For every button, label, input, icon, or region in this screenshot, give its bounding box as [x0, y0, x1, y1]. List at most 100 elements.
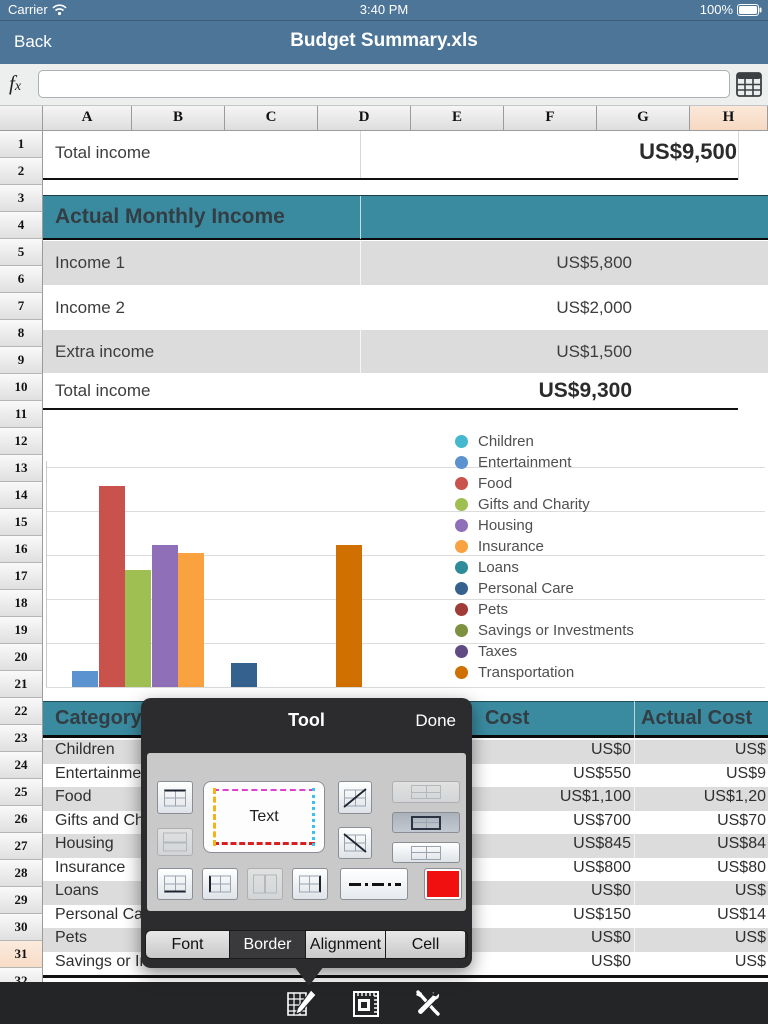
row-header[interactable]: 17 — [0, 563, 43, 590]
row-header[interactable]: 31 — [0, 941, 43, 968]
legend-item: Pets — [455, 599, 634, 620]
row-header[interactable]: 26 — [0, 806, 43, 833]
inner-borders-button[interactable] — [392, 781, 460, 803]
resize-grid-icon[interactable] — [352, 990, 380, 1018]
chart-bar-Entertainment — [72, 671, 99, 687]
row-header[interactable]: 21 — [0, 671, 43, 698]
preview-bottom-border — [213, 842, 315, 845]
column-header[interactable]: B — [132, 105, 225, 131]
border-top-button[interactable] — [157, 781, 193, 814]
row-header[interactable]: 5 — [0, 239, 43, 266]
cell-value: US$9,300 — [538, 378, 632, 402]
formula-input[interactable] — [38, 70, 730, 98]
legend-dot — [455, 498, 468, 511]
fx-icon: fx — [9, 71, 22, 95]
tab-font[interactable]: Font — [146, 931, 230, 958]
row-header[interactable]: 9 — [0, 347, 43, 374]
border-right-button[interactable] — [292, 868, 328, 900]
legend-label: Housing — [478, 517, 534, 534]
actual-cost-value: US$70 — [717, 811, 766, 829]
row-header[interactable]: 10 — [0, 374, 43, 401]
chart-bar-Housing — [151, 545, 178, 687]
border-inner-vertical-button[interactable] — [247, 868, 283, 900]
row-header[interactable]: 18 — [0, 590, 43, 617]
row-header[interactable]: 6 — [0, 266, 43, 293]
row-header[interactable]: 8 — [0, 320, 43, 347]
all-borders-button[interactable] — [392, 842, 460, 863]
row-header[interactable]: 27 — [0, 833, 43, 860]
row-header[interactable]: 7 — [0, 293, 43, 320]
cell-value: US$1,500 — [556, 341, 632, 361]
row-header[interactable]: 15 — [0, 509, 43, 536]
chart-bar-Gifts and Charity — [125, 570, 152, 687]
tab-cell[interactable]: Cell — [386, 931, 465, 958]
projected-cost-value: US$0 — [590, 929, 631, 946]
row-header[interactable]: 29 — [0, 887, 43, 914]
legend-dot — [455, 561, 468, 574]
chart-gridline — [46, 467, 765, 468]
row-income-2[interactable]: Income 2 US$2,000 — [43, 285, 768, 330]
row-header[interactable]: 24 — [0, 752, 43, 779]
format-edit-icon[interactable] — [283, 987, 319, 1021]
column-header[interactable]: D — [318, 105, 411, 131]
tab-border[interactable]: Border — [230, 931, 306, 958]
legend-item: Housing — [455, 515, 634, 536]
row-header[interactable]: 13 — [0, 455, 43, 482]
diagonal-up-border-button[interactable] — [338, 781, 372, 814]
tab-alignment[interactable]: Alignment — [306, 931, 386, 958]
column-header[interactable]: E — [411, 105, 504, 131]
preview-text: Text — [249, 808, 279, 825]
grid-corner-cell[interactable] — [0, 105, 43, 131]
column-header[interactable]: H — [690, 105, 768, 131]
row-header[interactable]: 16 — [0, 536, 43, 563]
header-actual-cost: Actual Cost — [641, 707, 753, 729]
border-bottom-button[interactable] — [157, 868, 193, 900]
row-header[interactable]: 12 — [0, 428, 43, 455]
preview-top-border — [213, 789, 315, 791]
projected-cost-value: US$845 — [573, 835, 631, 852]
column-header[interactable]: F — [504, 105, 597, 131]
projected-cost-value: US$0 — [590, 952, 631, 970]
row-header[interactable]: 19 — [0, 617, 43, 644]
category-name: Entertainment — [55, 764, 155, 782]
row-header[interactable]: 30 — [0, 914, 43, 941]
row-header[interactable]: 1 — [0, 131, 43, 158]
row-header[interactable]: 22 — [0, 698, 43, 725]
battery-percent: 100% — [699, 2, 733, 17]
legend-label: Loans — [478, 559, 519, 576]
diagonal-down-border-button[interactable] — [338, 827, 372, 859]
cell-label: Total income — [55, 143, 151, 162]
row-header[interactable]: 28 — [0, 860, 43, 887]
column-header[interactable]: G — [597, 105, 690, 131]
legend-item: Personal Care — [455, 578, 634, 599]
legend-item: Children — [455, 431, 634, 452]
row-total-income[interactable]: Total income US$9,300 — [43, 373, 768, 408]
row-header[interactable]: 23 — [0, 725, 43, 752]
outer-border-button[interactable] — [392, 812, 460, 833]
line-style-button[interactable] — [340, 868, 408, 900]
column-header[interactable]: C — [225, 105, 318, 131]
row-header[interactable]: 20 — [0, 644, 43, 671]
cell-income-header[interactable]: Actual Monthly Income — [43, 195, 768, 240]
column-header[interactable]: A — [43, 105, 132, 131]
popover-title: Tool — [288, 710, 325, 730]
chart-bar-Insurance — [178, 553, 204, 687]
row-header[interactable]: 2 — [0, 158, 43, 185]
chart-bar-Personal Care — [230, 663, 257, 687]
chart-bar-Food — [98, 486, 125, 687]
row-header[interactable]: 4 — [0, 212, 43, 239]
border-left-button[interactable] — [202, 868, 238, 900]
border-inner-horizontal-button[interactable] — [157, 828, 193, 856]
cell-total-income-top[interactable]: Total income US$9,500 — [43, 131, 768, 178]
row-header[interactable]: 3 — [0, 185, 43, 212]
row-header[interactable]: 11 — [0, 401, 43, 428]
row-income-1[interactable]: Income 1 US$5,800 — [43, 241, 768, 285]
row-header[interactable]: 25 — [0, 779, 43, 806]
cell-grid-icon[interactable] — [736, 72, 762, 97]
row-header[interactable]: 14 — [0, 482, 43, 509]
done-button[interactable]: Done — [415, 711, 456, 730]
row-extra-income[interactable]: Extra income US$1,500 — [43, 330, 768, 373]
back-button[interactable]: Back — [14, 32, 52, 51]
tools-icon[interactable] — [412, 988, 444, 1020]
border-color-swatch[interactable] — [424, 868, 462, 900]
